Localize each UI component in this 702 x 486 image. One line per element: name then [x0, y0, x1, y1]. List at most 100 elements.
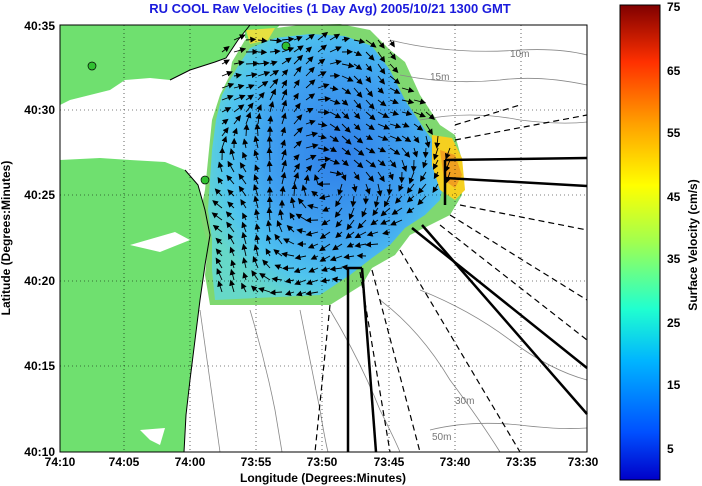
- velocity-arrow: [377, 51, 386, 63]
- velocity-arrow: [321, 219, 331, 226]
- velocity-arrow: [269, 48, 281, 55]
- velocity-arrow: [257, 92, 265, 101]
- velocity-arrow: [307, 243, 319, 249]
- velocity-arrow: [233, 47, 247, 54]
- velocity-arrow: [268, 101, 275, 113]
- velocity-arrow: [341, 159, 349, 167]
- velocity-arrow: [221, 94, 234, 101]
- velocity-arrow: [365, 75, 372, 84]
- velocity-arrow: [353, 63, 363, 70]
- velocity-arrow: [211, 212, 223, 221]
- velocity-arrow: [232, 127, 238, 137]
- velocity-arrow: [317, 58, 326, 65]
- velocity-arrow: [257, 81, 269, 89]
- velocity-arrow: [365, 111, 376, 121]
- velocity-arrow: [365, 147, 376, 154]
- velocity-arrow: [334, 207, 343, 218]
- velocity-arrow: [310, 254, 319, 260]
- velocity-arrow: [376, 183, 383, 197]
- velocity-arrow: [296, 228, 307, 234]
- velocity-arrow: [221, 45, 230, 53]
- velocity-arrow: [242, 138, 249, 149]
- velocity-arrow: [305, 290, 319, 297]
- velocity-arrow: [281, 46, 295, 53]
- velocity-arrow: [267, 115, 274, 125]
- velocity-arrow: [229, 279, 235, 293]
- velocity-arrow: [238, 185, 247, 197]
- velocity-arrow: [351, 183, 358, 193]
- velocity-arrow: [294, 254, 307, 261]
- velocity-arrow: [229, 148, 236, 161]
- velocity-arrow: [350, 195, 357, 208]
- velocity-arrow: [389, 98, 399, 105]
- velocity-arrow: [317, 109, 331, 116]
- velocity-arrow: [293, 35, 303, 42]
- velocity-arrow: [317, 156, 331, 163]
- velocity-arrow: [365, 134, 374, 140]
- velocity-arrow: [329, 255, 343, 262]
- velocity-arrow: [305, 143, 319, 150]
- velocity-arrow: [401, 87, 415, 93]
- velocity-arrow: [365, 63, 373, 72]
- x-tick-label: 73:55: [241, 455, 272, 469]
- velocity-arrow: [317, 83, 330, 89]
- velocity-arrow: [354, 231, 367, 239]
- velocity-arrow: [281, 69, 289, 77]
- velocity-arrow: [341, 264, 355, 271]
- x-tick-label: 73:35: [506, 455, 537, 469]
- velocity-arrow: [241, 221, 248, 233]
- velocity-arrow: [341, 36, 351, 43]
- velocity-arrow: [406, 183, 415, 194]
- velocity-arrow: [337, 183, 344, 196]
- velocity-arrow: [444, 147, 451, 160]
- velocity-arrow: [305, 154, 317, 161]
- velocity-arrow: [233, 34, 246, 41]
- velocity-arrow: [227, 233, 235, 245]
- y-tick-label: 40:35: [24, 19, 55, 33]
- velocity-arrow: [386, 183, 393, 196]
- velocity-arrow: [329, 159, 341, 165]
- velocity-arrow: [221, 135, 228, 149]
- map-title: RU COOL Raw Velocities (1 Day Avg) 2005/…: [149, 1, 511, 16]
- velocity-arrow: [281, 88, 288, 101]
- colorbar-tick-label: 15: [667, 378, 681, 392]
- velocity-arrow: [388, 171, 394, 181]
- velocity-arrow: [291, 183, 298, 197]
- velocity-arrow: [269, 78, 279, 89]
- velocity-arrow: [389, 51, 396, 61]
- velocity-arrow: [345, 231, 355, 239]
- velocity-arrow: [353, 171, 360, 181]
- velocity-arrow: [353, 75, 363, 85]
- velocity-arrow: [227, 201, 235, 209]
- velocity-arrow: [317, 44, 327, 53]
- velocity-arrow: [390, 219, 403, 226]
- velocity-arrow: [243, 123, 250, 137]
- velocity-arrow: [253, 244, 260, 257]
- land-mass-south: [60, 158, 210, 452]
- velocity-arrow: [233, 104, 245, 113]
- velocity-arrow: [233, 72, 242, 79]
- bathymetry-contours: [199, 39, 588, 453]
- velocity-arrow: [354, 242, 367, 249]
- velocity-arrow: [401, 159, 408, 173]
- velocity-arrow: [389, 63, 399, 74]
- velocity-arrow: [329, 99, 341, 105]
- velocity-arrow: [280, 112, 287, 125]
- velocity-arrow: [233, 83, 245, 90]
- velocity-arrow: [413, 135, 420, 144]
- velocity-arrow: [433, 171, 440, 180]
- velocity-arrow: [233, 94, 246, 101]
- velocity-arrow: [289, 196, 296, 209]
- velocity-arrow: [233, 115, 242, 125]
- velocity-arrow: [253, 135, 260, 149]
- velocity-arrow: [401, 110, 413, 117]
- velocity-arrow: [389, 110, 400, 116]
- velocity-arrow: [389, 147, 401, 155]
- velocity-arrow: [242, 272, 249, 281]
- velocity-arrow: [401, 98, 415, 105]
- velocity-arrow: [215, 257, 223, 269]
- velocity-arrow: [254, 123, 261, 137]
- velocity-arrow: [293, 172, 300, 185]
- velocity-arrow: [258, 287, 271, 293]
